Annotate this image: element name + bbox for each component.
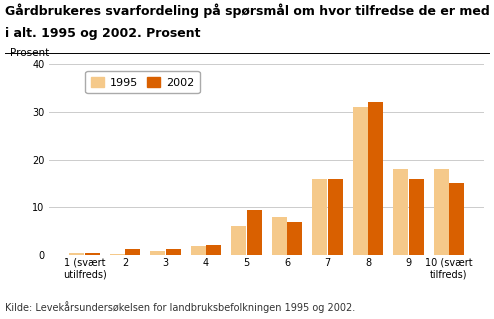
Bar xyxy=(125,249,140,255)
Bar xyxy=(191,246,206,255)
Text: Kilde: Levekårsundersøkelsen for landbruksbefolkningen 1995 og 2002.: Kilde: Levekårsundersøkelsen for landbru… xyxy=(5,301,355,313)
Bar xyxy=(288,222,302,255)
Legend: 1995, 2002: 1995, 2002 xyxy=(85,71,200,93)
Text: Gårdbrukeres svarfordeling på spørsmål om hvor tilfredse de er med livet alt: Gårdbrukeres svarfordeling på spørsmål o… xyxy=(5,3,494,18)
Bar xyxy=(369,102,383,255)
Bar xyxy=(353,107,368,255)
Bar xyxy=(312,179,327,255)
Bar xyxy=(328,179,343,255)
Bar xyxy=(393,169,408,255)
Bar xyxy=(85,253,100,255)
Bar xyxy=(206,245,221,255)
Bar xyxy=(110,254,124,255)
Bar xyxy=(434,169,449,255)
Bar xyxy=(247,210,262,255)
Text: i alt. 1995 og 2002. Prosent: i alt. 1995 og 2002. Prosent xyxy=(5,27,201,40)
Bar xyxy=(150,251,165,255)
Bar xyxy=(69,253,84,255)
Bar xyxy=(409,179,424,255)
Bar xyxy=(272,217,287,255)
Bar xyxy=(450,183,464,255)
Bar xyxy=(231,226,246,255)
Text: Prosent: Prosent xyxy=(10,48,49,58)
Bar xyxy=(166,249,181,255)
